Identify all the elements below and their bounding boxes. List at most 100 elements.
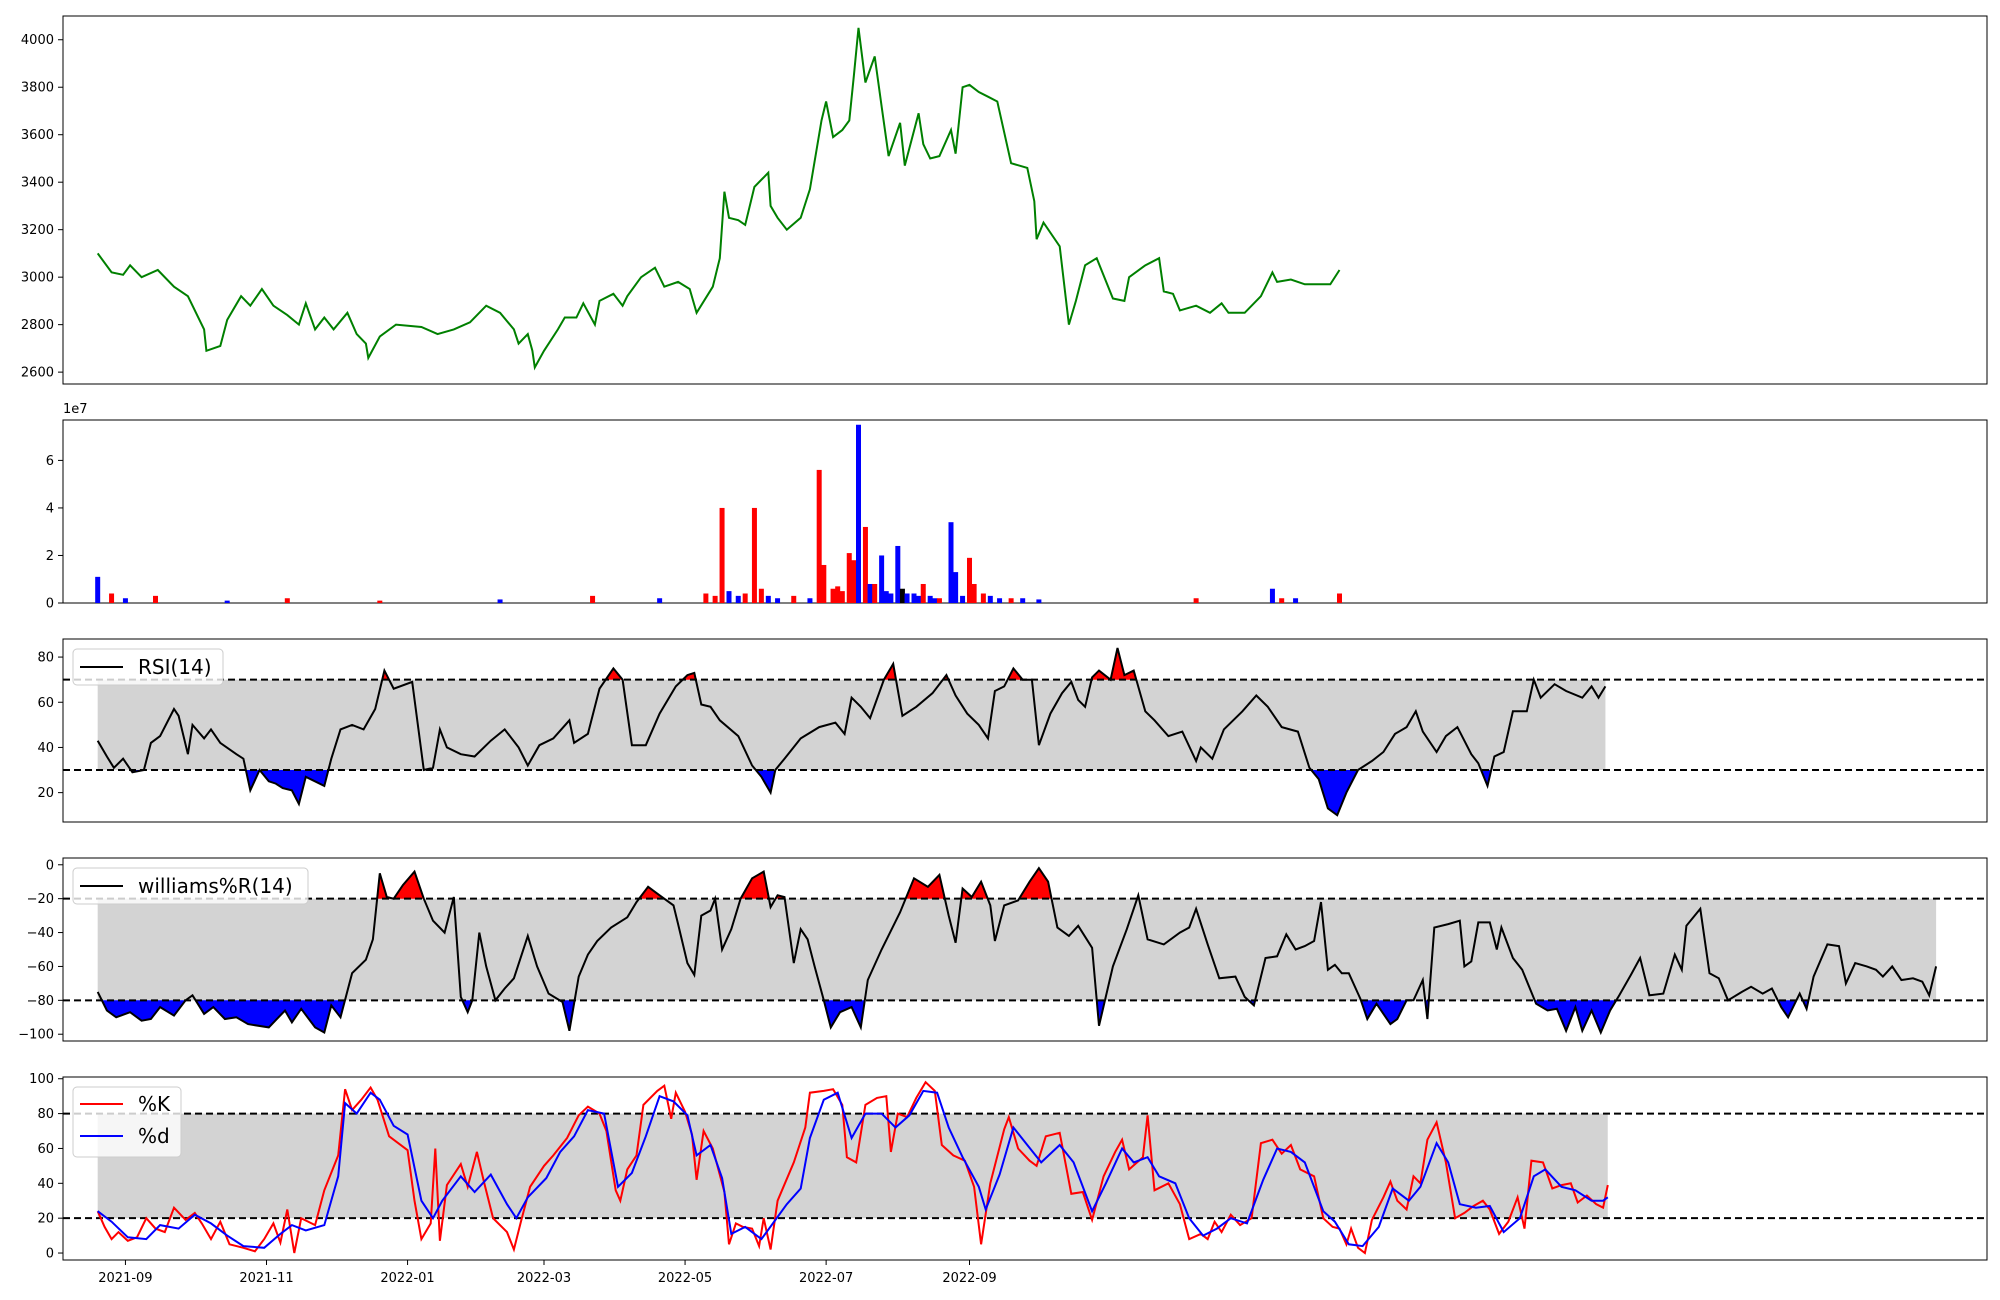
volume-bar [936, 598, 942, 603]
volume-bar [153, 595, 158, 603]
stochastic-y-tick-label: 20 [37, 1212, 54, 1227]
price-y-tick-label: 2800 [21, 318, 54, 333]
price-series-line [96, 27, 1341, 371]
volume-bar [830, 588, 836, 603]
volume-bars [95, 424, 1342, 603]
rsi-legend-box [72, 648, 224, 686]
volume-bar [883, 591, 889, 603]
volume-bar [791, 595, 797, 603]
date-x-tick-label: 2022-01 [380, 1271, 434, 1286]
volume-bar [95, 576, 101, 603]
volume-bar [835, 586, 841, 603]
volume-bar [1293, 598, 1299, 603]
rsi-y-tick-label: 60 [37, 696, 54, 711]
volume-bar [1279, 598, 1285, 603]
williams-y-tick-label: −40 [27, 926, 54, 941]
rsi-overbought-fill-region [605, 668, 623, 680]
volume-bar [1020, 598, 1026, 603]
stochastic-y-tick-label: 60 [37, 1142, 54, 1157]
stochastic-k-line [96, 1080, 1609, 1255]
rsi-overbought-fill-region [682, 672, 696, 680]
date-x-tick-label: 2022-07 [799, 1271, 853, 1286]
volume-bar [879, 555, 885, 603]
price-axes-frame [62, 15, 1988, 385]
rsi-oversold-fill-region [259, 770, 329, 804]
volume-bar [911, 593, 917, 603]
price-y-axis: 2600 2800 3000 3200 3400 3600 3800 4000 [21, 33, 63, 381]
volume-bar [846, 553, 852, 603]
williams-y-tick-label: −100 [18, 1028, 54, 1043]
volume-bar [1337, 593, 1342, 603]
volume-bar [758, 588, 764, 603]
volume-bar [856, 424, 861, 603]
volume-bar [967, 557, 972, 603]
williams-legend: williams%R(14) [72, 867, 309, 905]
volume-bar [703, 593, 709, 603]
volume-bar [980, 593, 986, 603]
volume-bar [920, 583, 926, 603]
volume-bar [719, 507, 725, 603]
rsi-neutral-band [97, 679, 1606, 771]
williams-y-tick-label: −80 [27, 994, 54, 1009]
stochastic-legend-k-label: %K [138, 1092, 171, 1116]
volume-bar [839, 591, 845, 603]
volume-bar [997, 598, 1003, 603]
volume-bar [1193, 598, 1199, 603]
rsi-axes-frame [62, 638, 1988, 823]
date-x-tick-label: 2022-09 [942, 1271, 996, 1286]
williams-y-tick-label: −60 [27, 960, 54, 975]
volume-bar [888, 593, 894, 603]
williams-overbought-fill-region [740, 871, 769, 899]
volume-bar [590, 595, 596, 603]
date-x-tick-label: 2021-09 [98, 1271, 152, 1286]
volume-bar [1269, 588, 1275, 603]
rsi-overbought-fill-region [1110, 648, 1137, 680]
stochastic-d-line [97, 1089, 1609, 1249]
rsi-y-axis: 20 40 60 80 [37, 651, 63, 801]
williams-panel: 0 −20 −40 −60 −80 −100 williams%R(14) [18, 857, 1988, 1043]
volume-bar [122, 598, 128, 603]
volume-exponent-label: 1e7 [63, 402, 88, 417]
volume-bar [960, 595, 966, 603]
volume-bar [377, 600, 383, 603]
volume-bar [927, 595, 933, 603]
volume-bar [1036, 599, 1042, 603]
rsi-y-tick-label: 80 [37, 651, 54, 666]
rsi-y-tick-label: 20 [37, 786, 54, 801]
price-y-tick-label: 2600 [21, 366, 54, 381]
volume-bar [284, 598, 290, 603]
volume-y-tick-label: 0 [46, 597, 54, 612]
price-y-tick-label: 3800 [21, 81, 54, 96]
volume-bar [742, 593, 748, 603]
volume-bar [735, 595, 741, 603]
volume-bar [987, 595, 993, 603]
volume-bar [953, 572, 959, 603]
stochastic-axes-frame [62, 1076, 1988, 1261]
volume-bar [821, 564, 827, 603]
williams-oversold-fill-region [1360, 1000, 1407, 1025]
volume-y-tick-label: 6 [46, 454, 54, 469]
williams-overbought-fill-region [639, 886, 665, 899]
volume-bar [816, 469, 822, 603]
stochastic-panel: 0 20 40 60 80 100 2021-09 2021-11 2022-01 2022-0… [29, 1072, 1988, 1286]
price-y-tick-label: 3600 [21, 128, 54, 143]
williams-neutral-band [97, 898, 1937, 1001]
volume-bar [224, 600, 230, 603]
volume-bar [807, 598, 813, 603]
volume-bar [862, 526, 868, 603]
williams-threshold-lines [63, 897, 1987, 1002]
williams-oversold-fill-region [559, 1000, 575, 1031]
volume-bar [109, 593, 115, 603]
stochastic-threshold-lines [63, 1112, 1987, 1220]
stochastic-legend: %K %d [72, 1086, 182, 1158]
williams-oversold-fill-region [101, 1000, 186, 1021]
volume-bar [497, 599, 503, 603]
volume-bar [751, 507, 757, 603]
volume-bar [775, 598, 781, 603]
volume-bar [765, 595, 771, 603]
rsi-overbought-fill-region [1007, 668, 1023, 680]
williams-legend-box [72, 867, 309, 905]
williams-oversold-fill-region [1777, 1000, 1797, 1018]
volume-bar [851, 560, 857, 603]
